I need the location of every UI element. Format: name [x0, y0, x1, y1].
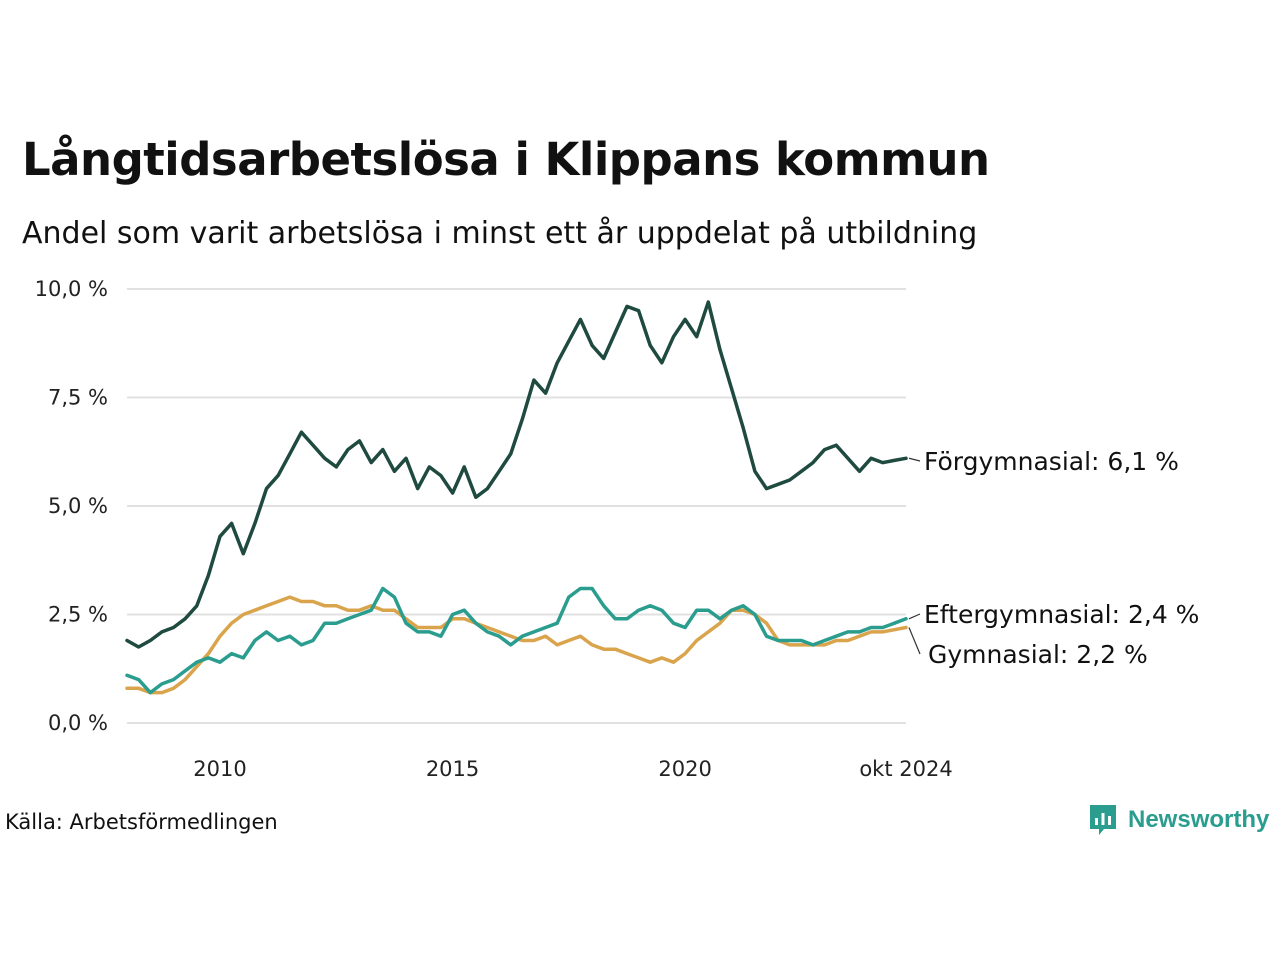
series-lines	[125, 300, 908, 695]
y-tick-label: 7,5 %	[48, 386, 108, 410]
end-label-eftergymnasial: Eftergymnasial: 2,4 %	[924, 600, 1199, 629]
y-axis-labels: 0,0 % 2,5 % 5,0 % 7,5 % 10,0 %	[35, 277, 108, 735]
grid-lines	[127, 288, 906, 724]
x-tick-label: 2020	[658, 757, 711, 781]
series-line-gymnasial	[125, 595, 908, 695]
series-end-labels: Förgymnasial: 6,1 % Eftergymnasial: 2,4 %…	[908, 447, 1199, 669]
y-tick-label: 10,0 %	[35, 277, 108, 301]
newsworthy-logo: Newsworthy	[1088, 803, 1269, 837]
end-label-förgymnasial: Förgymnasial: 6,1 %	[924, 447, 1179, 476]
chart-title: Långtidsarbetslösa i Klippans kommun	[22, 133, 990, 186]
y-tick-label: 0,0 %	[48, 711, 108, 735]
y-tick-label: 5,0 %	[48, 494, 108, 518]
end-label-gymnasial: Gymnasial: 2,2 %	[928, 640, 1148, 669]
series-line-eftergymnasial	[125, 586, 908, 695]
x-axis-labels: 2010 2015 2020 okt 2024	[193, 757, 952, 781]
end-label-connector	[908, 457, 921, 462]
newsworthy-logo-icon	[1090, 805, 1116, 835]
x-tick-label: 2010	[193, 757, 246, 781]
end-label-connector	[908, 627, 921, 655]
series-line-förgymnasial	[125, 300, 908, 649]
source-note: Källa: Arbetsförmedlingen	[5, 810, 278, 834]
brand-name: Newsworthy	[1128, 806, 1270, 833]
y-tick-label: 2,5 %	[48, 603, 108, 627]
x-tick-label: 2015	[426, 757, 479, 781]
x-tick-label: okt 2024	[859, 757, 952, 781]
end-label-connector	[908, 613, 921, 620]
chart-subtitle: Andel som varit arbetslösa i minst ett å…	[22, 216, 978, 251]
